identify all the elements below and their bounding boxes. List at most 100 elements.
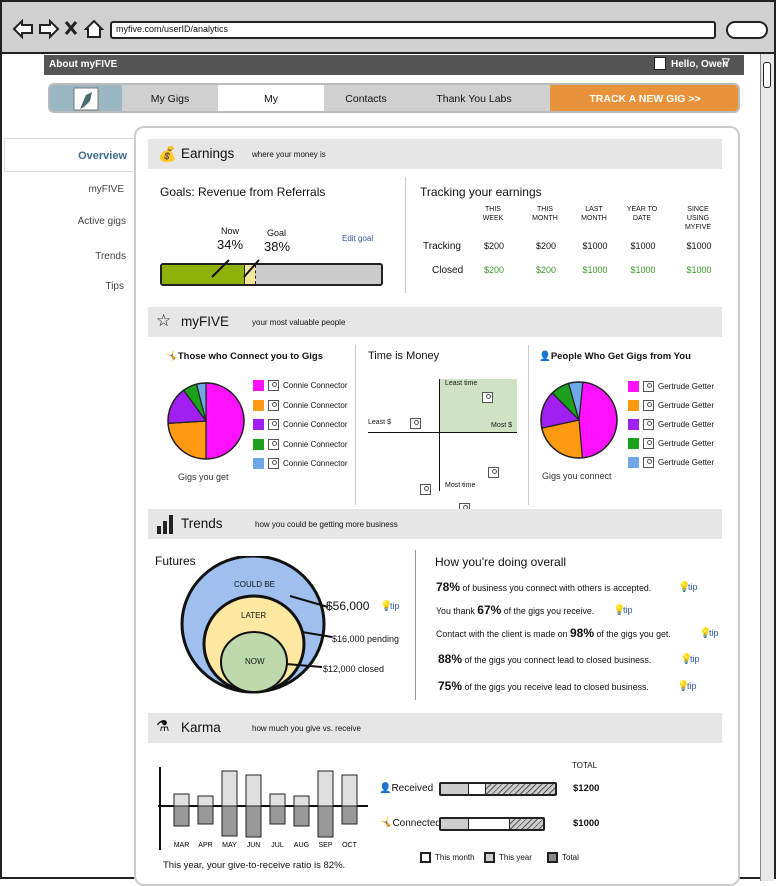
progress-now-fill (162, 265, 245, 284)
trends-header: Trends how you could be getting more bus… (148, 509, 722, 539)
sidebar-item-label: Overview (78, 150, 127, 162)
tip-link[interactable]: 💡tip (678, 577, 698, 595)
legend-item[interactable]: Connie Connector (253, 458, 347, 469)
person-icon[interactable] (488, 467, 499, 478)
legend-swatch (484, 852, 495, 863)
legend-item[interactable]: Connie Connector (253, 380, 347, 391)
sidebar-item-tips[interactable]: Tips (105, 281, 124, 292)
edit-goal-link[interactable]: Edit goal (342, 234, 374, 243)
legend-item[interactable]: Gertrude Getter (628, 457, 714, 468)
column-header: THIS WEEK (482, 206, 504, 222)
goal-value: 38% (264, 239, 291, 254)
legend-swatch (628, 419, 639, 430)
scrollbar[interactable] (760, 54, 774, 881)
quadrant-axis-x (368, 432, 517, 433)
sidebar-item-active-gigs[interactable]: Active gigs (77, 216, 126, 227)
get-pie-chart (540, 381, 618, 459)
back-icon[interactable] (12, 18, 33, 40)
top-bar: About myFIVE Hello, Owen ▽ (44, 55, 744, 75)
karma-bar-chart: MAR APR MAY JUN JUL AUG SEP OCT (158, 767, 368, 850)
forward-icon[interactable] (39, 18, 60, 40)
legend-item[interactable]: Connie Connector (253, 438, 347, 450)
tip-link[interactable]: 💡tip (677, 676, 697, 694)
month-label: SEP (318, 842, 332, 849)
person-icon (643, 419, 654, 430)
flask-icon: ⚗ (156, 717, 170, 735)
legend-item[interactable]: Gertrude Getter (628, 419, 714, 430)
lightbulb-icon: 💡 (678, 582, 691, 593)
url-bar[interactable]: myfive.com/userID/analytics (110, 21, 716, 39)
legend-swatch (253, 380, 264, 391)
stat-line: Contact with the client is made on 98% o… (436, 626, 671, 640)
stat-line: 78% of business you connect with others … (436, 580, 651, 594)
quad-left-label: Least $ (368, 419, 391, 426)
legend-item[interactable]: Gertrude Getter (628, 400, 714, 411)
could-be-value: $56,000 (326, 599, 370, 613)
tracking-cell: $200 (535, 265, 557, 275)
sidebar-item-overview[interactable]: Overview (4, 138, 136, 172)
quad-top-label: Least time (445, 380, 478, 387)
legend-name: Connie Connector (283, 420, 348, 429)
person-icon (268, 380, 279, 391)
legend-item[interactable]: Connie Connector (253, 419, 347, 430)
about-link[interactable]: About myFIVE (49, 59, 118, 70)
browser-search-box[interactable] (726, 21, 768, 39)
legend-item[interactable]: Gertrude Getter (628, 381, 714, 392)
now-circle-label: NOW (245, 657, 265, 666)
legend-swatch (628, 381, 639, 392)
stat-percent: 88% (438, 652, 463, 666)
tab-contacts[interactable]: Contacts (345, 93, 387, 105)
karma-bar-given (173, 793, 190, 807)
legend-name: Connie Connector (283, 459, 348, 468)
tip-link[interactable]: 💡tip (613, 600, 633, 618)
connect-caption: Gigs you get (178, 472, 229, 482)
tab-thank-you-labs[interactable]: Thank You Labs (436, 93, 512, 105)
greeting[interactable]: Hello, Owen (671, 59, 729, 70)
scrollbar-thumb[interactable] (763, 62, 771, 88)
money-bag-icon: 💰 (158, 145, 177, 163)
chevron-down-icon[interactable]: ▽ (722, 57, 730, 68)
person-icon (268, 458, 279, 469)
tip-text: tip (688, 582, 698, 592)
tip-text: tip (687, 681, 697, 691)
tip-link[interactable]: 💡tip (699, 623, 719, 641)
legend-item[interactable]: Connie Connector (253, 399, 347, 411)
logo[interactable] (50, 85, 122, 111)
received-this-month (441, 784, 469, 794)
person-icon[interactable] (420, 484, 431, 495)
progress-goal-fill (245, 265, 256, 284)
tab-my[interactable]: My (218, 85, 324, 111)
person-icon: 👤 (379, 783, 392, 794)
tracking-title: Tracking your earnings (420, 185, 542, 199)
tab-my-gigs[interactable]: My Gigs (150, 93, 190, 105)
karma-bar-received (245, 805, 262, 838)
sidebar-item-myfive[interactable]: myFIVE (88, 184, 124, 195)
legend-item[interactable]: Gertrude Getter (628, 438, 714, 449)
pie-outline (540, 381, 618, 459)
karma-bar-received (293, 805, 310, 827)
legend-label: Total (562, 853, 579, 862)
track-new-gig-button[interactable]: TRACK A NEW GIG >> (550, 85, 738, 111)
legend-swatch (253, 419, 264, 430)
tracking-cell: $1000 (686, 265, 712, 275)
column-header: SINCE USING MYFIVE (684, 206, 712, 231)
person-icon[interactable] (482, 392, 493, 403)
overall-title: How you're doing overall (435, 555, 567, 569)
tip-link[interactable]: 💡tip (380, 596, 400, 614)
karma-bar-received (173, 805, 190, 827)
sidebar-item-trends[interactable]: Trends (95, 251, 126, 262)
time-title: Time is Money (368, 350, 440, 362)
section-subtitle: how much you give vs. receive (252, 724, 361, 733)
karma-bar-received (317, 805, 334, 838)
tip-link[interactable]: 💡tip (680, 649, 700, 667)
home-icon[interactable] (83, 19, 104, 38)
now-label: Now (221, 226, 240, 236)
person-icon[interactable] (410, 418, 421, 429)
legend-swatch (420, 852, 431, 863)
stat-line: 88% of the gigs you connect lead to clos… (438, 652, 651, 666)
received-label: 👤Received (379, 783, 433, 794)
close-icon[interactable] (64, 21, 78, 35)
month-label: JUL (271, 842, 284, 849)
quad-bottom-label: Most time (445, 482, 476, 489)
tracking-cell: $200 (483, 265, 505, 275)
